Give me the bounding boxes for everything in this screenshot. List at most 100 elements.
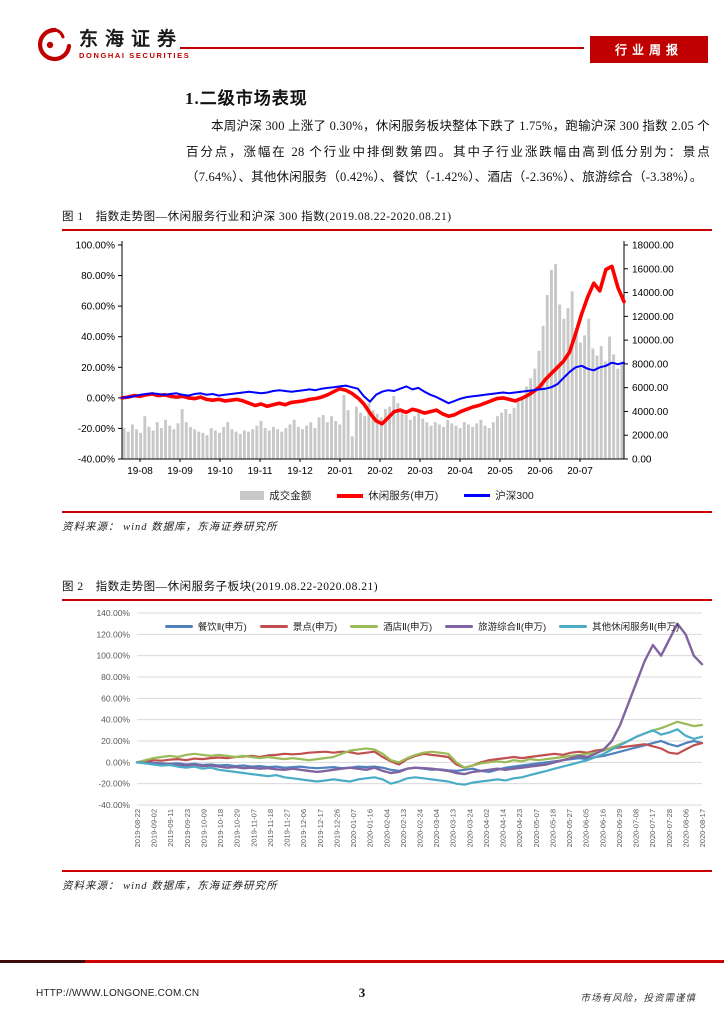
figure-1-source: 资料来源： wind 数据库，东海证券研究所 xyxy=(62,522,278,533)
axis-label: 8000.00 xyxy=(632,359,669,370)
axis-label: 2020-02-24 xyxy=(416,809,425,847)
legend-swatch-icon xyxy=(445,624,474,628)
axis-label: 80.00% xyxy=(101,672,130,682)
axis-label: 16000.00 xyxy=(632,264,674,275)
axis-label: 14000.00 xyxy=(632,288,674,299)
axis-label: 60.00% xyxy=(81,302,115,313)
axis-label: 20-01 xyxy=(327,466,353,477)
legend-item: 餐饮Ⅱ(申万) xyxy=(164,619,247,633)
legend-label: 旅游综合Ⅱ(申万) xyxy=(478,622,547,633)
subsector-trend-chart: 140.00% 120.00% 100.00% 80.00% 60.00% 40.00% 2… xyxy=(96,608,707,847)
axis-label: 20-06 xyxy=(527,466,553,477)
axis-label: 2019-11-27 xyxy=(283,809,292,847)
legend-label: 景点(申万) xyxy=(292,622,338,633)
axis-label: 2019-10-29 xyxy=(233,809,242,847)
axis-label: 2020-04-02 xyxy=(482,809,491,847)
axis-label: 2019-09-11 xyxy=(166,809,175,847)
logo-company-name: 东海证券 xyxy=(79,29,184,51)
axis-label: 2020-03-04 xyxy=(432,809,441,847)
axis-label: 2020-03-13 xyxy=(449,809,458,847)
figure-1: 图 1 指数走势图—休闲服务行业和沪深 300 指数(2019.08.22-20… xyxy=(62,208,712,534)
axis-label: 2020-06-05 xyxy=(582,809,591,847)
axis-label: 20-04 xyxy=(447,466,473,477)
axis-label: -20.00% xyxy=(98,779,130,789)
legend-label: 其他休闲服务Ⅱ(申万) xyxy=(592,622,680,633)
axis-label: 2019-12-06 xyxy=(299,809,308,847)
axis-label: 2020-08-06 xyxy=(681,809,690,847)
axis-label: 2020-04-23 xyxy=(515,809,524,847)
axis-label: 120.00% xyxy=(96,629,130,639)
summary-paragraph: 本周沪深 300 上涨了 0.30%，休闲服务板块整体下跌了 1.75%，跑输沪… xyxy=(186,119,710,184)
figure-2: 图 2 指数走势图—休闲服务子板块(2019.08.22-2020.08.21)… xyxy=(62,578,712,893)
axis-label: 2019-12-26 xyxy=(332,809,341,847)
figure-2-caption: 图 2 指数走势图—休闲服务子板块(2019.08.22-2020.08.21) xyxy=(62,578,712,601)
figure-2-legend: 餐饮Ⅱ(申万) 景点(申万) 酒店Ⅱ(申万) 旅游综合Ⅱ(申万) 其他休闲服务Ⅱ(申万) xyxy=(137,619,707,633)
legend-label: 餐饮Ⅱ(申万) xyxy=(197,622,247,633)
axis-label: 140.00% xyxy=(96,608,130,618)
figure-1-divider xyxy=(62,511,712,513)
legend-swatch-icon xyxy=(350,624,379,628)
axis-label: 20.00% xyxy=(101,736,130,746)
figure-1-legend: 成交金额 休闲服务(申万) 沪深300 xyxy=(62,488,712,503)
axis-label: 2020-06-29 xyxy=(615,809,624,847)
axis-label: 2000.00 xyxy=(632,431,669,442)
legend-item: 酒店Ⅱ(申万) xyxy=(350,619,432,633)
header-divider xyxy=(180,47,584,49)
axis-label: 2020-05-07 xyxy=(532,809,541,847)
page-number: 3 xyxy=(358,985,366,1000)
section-title: 1.二级市场表现 xyxy=(185,89,308,108)
legend-label: 成交金额 xyxy=(269,490,312,502)
legend-swatch-icon xyxy=(464,494,491,497)
axis-label: 2019-10-09 xyxy=(200,809,209,847)
axis-label: 2019-09-02 xyxy=(150,809,159,847)
axis-label: 19-09 xyxy=(167,466,193,477)
legend-label: 酒店Ⅱ(申万) xyxy=(383,622,433,633)
axis-label: -40.00% xyxy=(98,800,130,810)
legend-label: 休闲服务(申万) xyxy=(368,490,439,502)
axis-label: 2019-11-07 xyxy=(249,809,258,847)
axis-label: 2019-11-18 xyxy=(266,809,275,847)
axis-label: 2019-08-22 xyxy=(133,809,142,847)
figure-2-chart: 140.00% 120.00% 100.00% 80.00% 60.00% 40.00% 2… xyxy=(62,605,712,862)
report-type-badge: 行业周报 xyxy=(590,36,708,63)
legend-swatch-icon xyxy=(259,624,288,628)
figure-2-source: 资料来源： wind 数据库，东海证券研究所 xyxy=(62,881,278,892)
axis-label: 2020-07-08 xyxy=(632,809,641,847)
company-logo: 东海证券 DONGHAI SECURITIES xyxy=(36,26,190,64)
figure-1-caption: 图 1 指数走势图—休闲服务行业和沪深 300 指数(2019.08.22-20… xyxy=(62,208,712,231)
axis-label: 19-11 xyxy=(248,466,273,477)
axis-label: 2020-06-16 xyxy=(598,809,607,847)
axis-label: 2020-02-13 xyxy=(399,809,408,847)
axis-label: 19-10 xyxy=(207,466,233,477)
axis-label: 20-02 xyxy=(367,466,393,477)
footer-divider xyxy=(0,960,724,963)
legend-item: 其他休闲服务Ⅱ(申万) xyxy=(559,619,679,633)
axis-label: 19-08 xyxy=(127,466,153,477)
axis-label: 60.00% xyxy=(101,693,130,703)
axis-label: 2020-04-14 xyxy=(499,809,508,847)
axis-label: 80.00% xyxy=(81,271,115,282)
axis-label: 2020-08-17 xyxy=(698,809,707,847)
legend-item: 成交金额 xyxy=(240,488,311,503)
axis-label: 2020-05-18 xyxy=(548,809,557,847)
legend-swatch-icon xyxy=(164,624,193,628)
axis-label: 2019-10-18 xyxy=(216,809,225,847)
footer-disclaimer: 市场有风险，投资需谨慎 xyxy=(580,994,696,1004)
axis-label: 0.00% xyxy=(87,393,115,404)
legend-item: 沪深300 xyxy=(464,488,534,503)
axis-label: 40.00% xyxy=(101,715,130,725)
axis-label: 20.00% xyxy=(81,363,115,374)
donghai-dragon-logo-icon xyxy=(36,26,72,64)
footer-divider-accent xyxy=(0,960,85,963)
axis-label: 19-12 xyxy=(287,466,313,477)
axis-label: 0.00% xyxy=(106,757,131,767)
axis-label: 2020-02-04 xyxy=(382,809,391,847)
legend-item: 休闲服务(申万) xyxy=(337,488,438,503)
legend-item: 景点(申万) xyxy=(259,619,338,633)
legend-swatch-icon xyxy=(559,624,588,628)
index-trend-chart: 100.00% 80.00% 60.00% 40.00% 20.00% 0.00% -20.… xyxy=(76,241,675,478)
legend-swatch-icon xyxy=(240,491,265,500)
figure-2-divider xyxy=(62,870,712,872)
legend-swatch-icon xyxy=(337,493,364,498)
